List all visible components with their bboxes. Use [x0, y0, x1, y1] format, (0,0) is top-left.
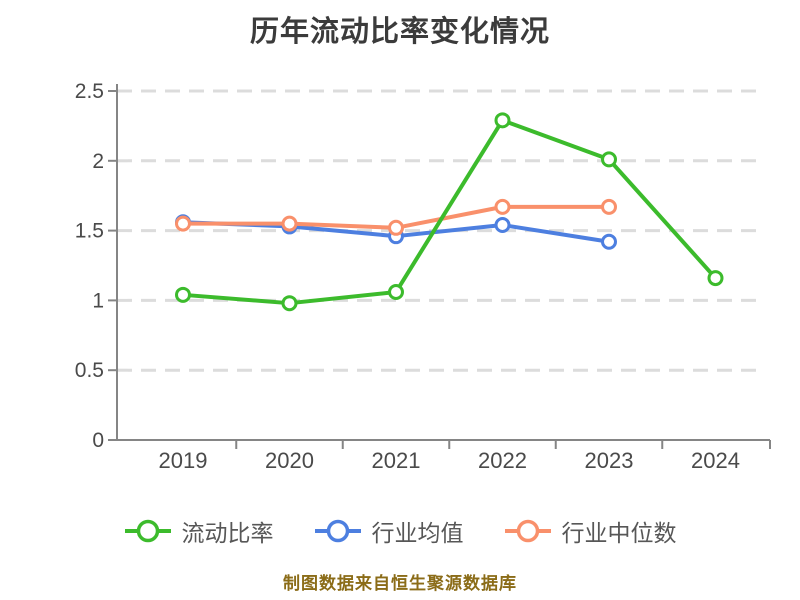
svg-text:2023: 2023: [585, 448, 634, 473]
chart-title: 历年流动比率变化情况: [249, 16, 550, 48]
svg-text:2019: 2019: [159, 448, 208, 473]
legend-item-current-ratio: 流动比率: [124, 514, 274, 548]
svg-text:1.5: 1.5: [75, 220, 104, 243]
legend-marker-current-ratio-icon: [124, 519, 171, 543]
legend-label-industry-median: 行业中位数: [561, 520, 677, 546]
svg-text:1: 1: [92, 289, 104, 312]
svg-text:2: 2: [92, 150, 104, 173]
svg-text:0.5: 0.5: [75, 359, 104, 382]
line-chart-plot: 0 0.5 1 1.5 2 2.5 2019 2020 2021 2022 2023 2024: [75, 80, 771, 473]
chart-legend: 流动比率 行业均值 行业中位数: [0, 514, 800, 548]
svg-text:2021: 2021: [372, 448, 421, 473]
legend-label-industry-avg: 行业均值: [371, 520, 464, 546]
svg-text:2.5: 2.5: [75, 80, 104, 103]
svg-text:2022: 2022: [478, 448, 527, 473]
legend-item-industry-avg: 行业均值: [314, 514, 464, 548]
legend-item-industry-median: 行业中位数: [504, 514, 677, 548]
svg-text:0: 0: [92, 429, 104, 452]
svg-text:2020: 2020: [265, 448, 314, 473]
legend-marker-industry-median-icon: [504, 519, 551, 543]
data-source-note: 制图数据来自恒生聚源数据库: [283, 574, 517, 593]
svg-text:2024: 2024: [691, 448, 740, 473]
legend-label-current-ratio: 流动比率: [181, 520, 274, 546]
legend-marker-industry-avg-icon: [314, 519, 361, 543]
